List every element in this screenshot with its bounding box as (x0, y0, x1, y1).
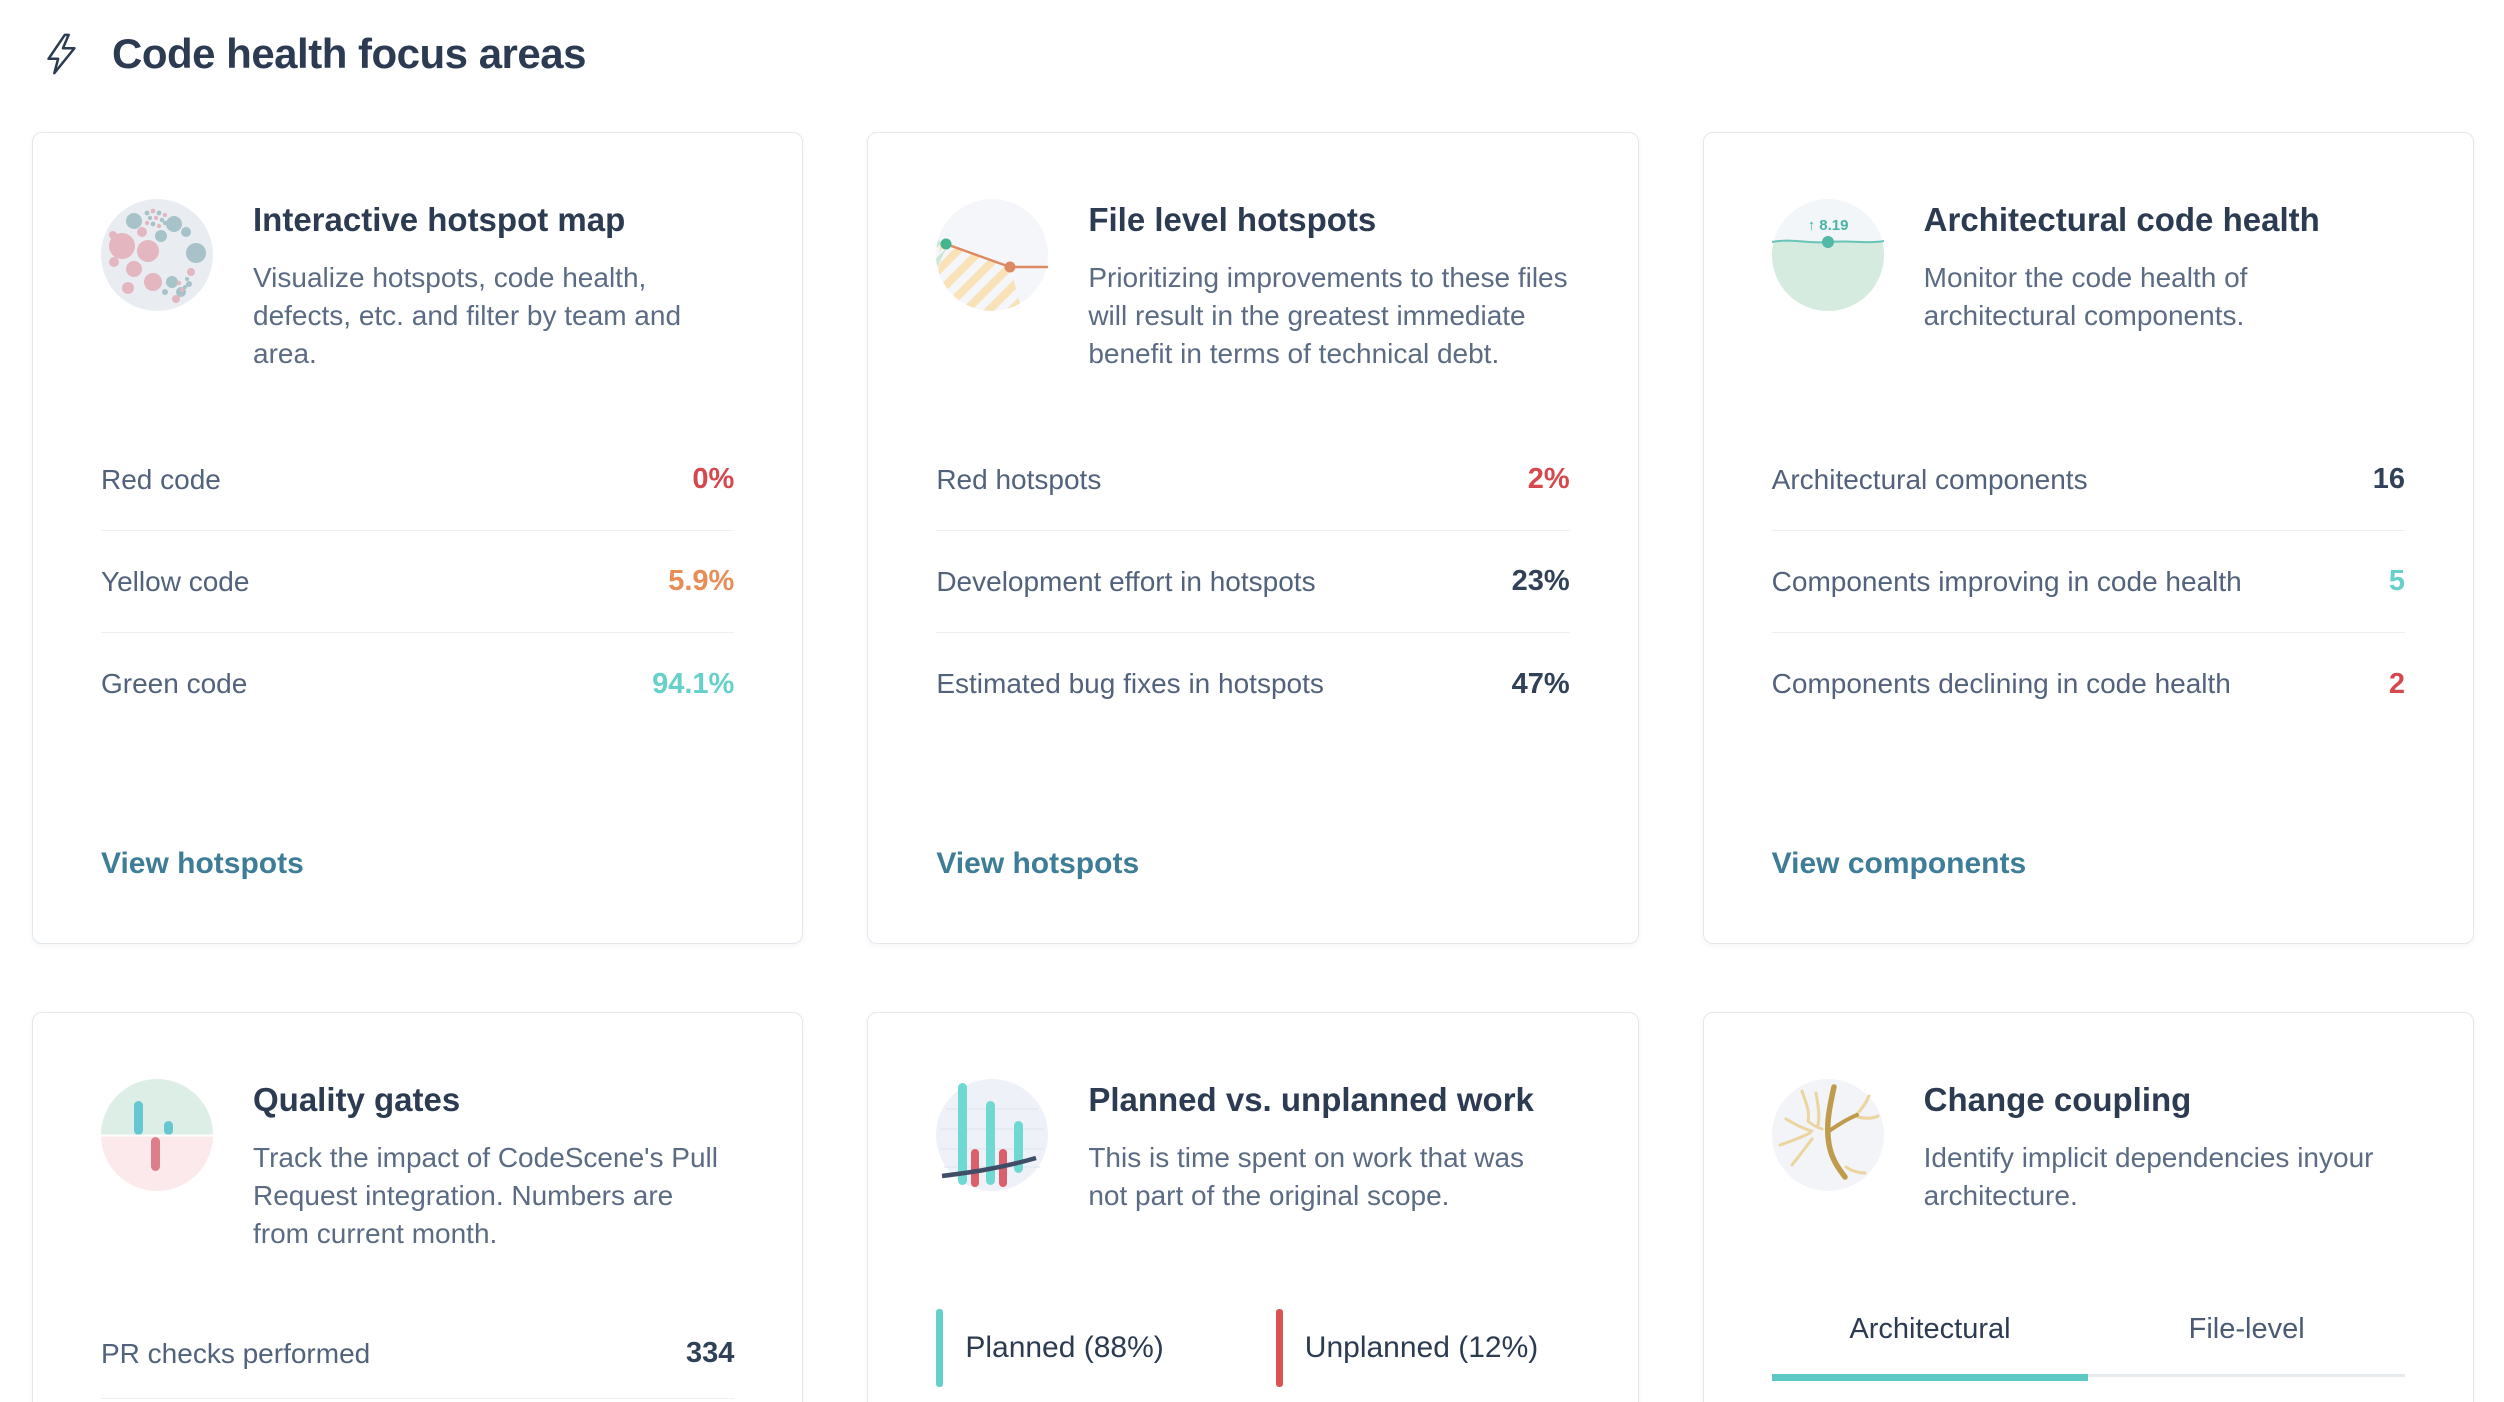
card-head: File level hotspots Prioritizing improve… (936, 199, 1569, 429)
card-head: Quality gates Track the impact of CodeSc… (101, 1079, 734, 1309)
legend-label: Unplanned (12%) (1304, 1331, 1539, 1364)
card-title: Planned vs. unplanned work (1088, 1081, 1534, 1118)
health-score-value: ↑ 8.19 (1807, 217, 1848, 234)
code-health-gauge-thumbnail-icon: ↑ 8.19 (1771, 199, 1884, 311)
tab-underline-base (1771, 1374, 2405, 1377)
page-title: Code health focus areas (112, 30, 586, 77)
stat-row-arch-components: Architectural components 16 (1771, 429, 2405, 531)
card-description: Identify implicit dependencies inyour ar… (1923, 1142, 2374, 1211)
stat-label: Yellow code (101, 565, 250, 597)
card-change-coupling: Change coupling Identify implicit depend… (1702, 1012, 2474, 1402)
stat-value: 47% (1511, 667, 1570, 700)
stats-list: Red code 0% Yellow code 5.9% Green code … (101, 429, 735, 735)
change-coupling-thumbnail-icon (1771, 1079, 1884, 1191)
stat-label: Components declining in code health (1771, 668, 2231, 699)
page-header: Code health focus areas (0, 0, 2504, 78)
card-head-text: Interactive hotspot map Visualize hotspo… (253, 199, 733, 372)
stat-row-improving: Components improving in code health 5 (1771, 531, 2405, 633)
stat-row-dev-effort: Development effort in hotspots 23% (936, 531, 1570, 633)
card-file-level-hotspots: File level hotspots Prioritizing improve… (867, 132, 1639, 944)
stat-row-red-code: Red code 0% (101, 429, 735, 531)
work-legend: Planned (88%) Unplanned (12%) (936, 1309, 1569, 1387)
tab-active-indicator (1771, 1374, 2089, 1381)
card-description: Visualize hotspots, code health, defects… (253, 262, 682, 369)
stat-label: Components improving in code health (1771, 565, 2242, 597)
card-head: ↑ 8.19 Architectural code health Monitor… (1771, 199, 2405, 429)
stat-value: 16 (2372, 463, 2405, 495)
card-description: Prioritizing improvements to these files… (1088, 262, 1568, 369)
view-components-link[interactable]: View components (1771, 847, 2027, 880)
stats-list: Architectural components 16 Components i… (1771, 429, 2405, 735)
planned-work-thumbnail-icon (936, 1079, 1049, 1191)
stat-row-pr-checks: PR checks performed 334 (101, 1309, 735, 1399)
card-description: Monitor the code health of architectural… (1923, 262, 2248, 331)
stat-value: 94.1% (652, 667, 735, 700)
card-interactive-hotspot-map: Interactive hotspot map Visualize hotspo… (32, 132, 804, 944)
legend-planned: Planned (88%) (936, 1309, 1164, 1387)
planned-swatch (936, 1309, 944, 1387)
card-head: Interactive hotspot map Visualize hotspo… (101, 199, 734, 429)
stat-row-green-code: Green code 94.1% (101, 633, 734, 735)
stat-label: Red hotspots (936, 463, 1102, 495)
card-title: Architectural code health (1923, 201, 2320, 238)
stats-list: PR checks performed 334 (101, 1309, 735, 1399)
legend-unplanned: Unplanned (12%) (1275, 1309, 1539, 1387)
legend-label: Planned (88%) (965, 1331, 1164, 1364)
stat-label: Green code (101, 668, 248, 699)
card-head-text: Architectural code health Monitor the co… (1924, 199, 2404, 335)
card-head-text: Change coupling Identify implicit depend… (1924, 1079, 2404, 1215)
stat-label: Development effort in hotspots (936, 565, 1316, 597)
card-planned-vs-unplanned: Planned vs. unplanned work This is time … (867, 1012, 1639, 1402)
stat-row-yellow-code: Yellow code 5.9% (101, 531, 735, 633)
tab-architectural[interactable]: Architectural (1772, 1309, 2089, 1346)
card-head-text: File level hotspots Prioritizing improve… (1088, 199, 1568, 372)
tab-file-level[interactable]: File-level (2088, 1309, 2405, 1346)
card-description: This is time spent on work that was not … (1088, 1142, 1525, 1211)
card-quality-gates: Quality gates Track the impact of CodeSc… (32, 1012, 804, 1402)
stat-value: 2 (2388, 667, 2405, 700)
card-title: Interactive hotspot map (253, 201, 626, 238)
stat-value: 334 (685, 1337, 735, 1369)
stat-value: 5 (2388, 565, 2405, 597)
stat-value: 2% (1527, 463, 1570, 495)
stat-label: Estimated bug fixes in hotspots (936, 668, 1324, 699)
tab-underline-track (1771, 1374, 2405, 1381)
quality-gates-thumbnail-icon (101, 1079, 213, 1191)
stat-row-red-hotspots: Red hotspots 2% (936, 429, 1570, 531)
stats-list: Red hotspots 2% Development effort in ho… (936, 429, 1570, 735)
stat-row-declining: Components declining in code health 2 (1772, 633, 2405, 735)
hotspot-map-thumbnail-icon (101, 199, 213, 311)
unplanned-swatch (1275, 1309, 1283, 1387)
card-description: Track the impact of CodeScene's Pull Req… (253, 1142, 718, 1249)
card-title: Quality gates (253, 1081, 461, 1118)
card-title: Change coupling (1923, 1081, 2192, 1118)
card-architectural-code-health: ↑ 8.19 Architectural code health Monitor… (1702, 132, 2474, 944)
card-title: File level hotspots (1088, 201, 1377, 238)
stat-row-bug-fixes: Estimated bug fixes in hotspots 47% (936, 633, 1569, 735)
tab-label: Architectural (1849, 1313, 2011, 1345)
card-head: Planned vs. unplanned work This is time … (936, 1079, 1569, 1309)
view-hotspots-link[interactable]: View hotspots (936, 847, 1140, 880)
card-head: Change coupling Identify implicit depend… (1771, 1079, 2405, 1309)
file-hotspots-thumbnail-icon (936, 199, 1049, 311)
stat-value: 23% (1511, 565, 1570, 597)
stat-label: Red code (101, 463, 221, 495)
stat-value: 0% (692, 463, 735, 495)
stat-value: 5.9% (668, 565, 735, 597)
card-head-text: Planned vs. unplanned work This is time … (1088, 1079, 1568, 1215)
tab-label: File-level (2188, 1313, 2305, 1345)
tab-bar: Architectural File-level (1772, 1309, 2405, 1346)
coupling-tabs: Architectural File-level (1771, 1309, 2405, 1381)
cards-grid: Interactive hotspot map Visualize hotspo… (0, 132, 2504, 1402)
stat-label: Architectural components (1771, 463, 2088, 495)
card-head-text: Quality gates Track the impact of CodeSc… (253, 1079, 733, 1252)
flash-icon (47, 33, 76, 75)
view-hotspots-link[interactable]: View hotspots (101, 847, 304, 880)
stat-label: PR checks performed (101, 1337, 371, 1369)
